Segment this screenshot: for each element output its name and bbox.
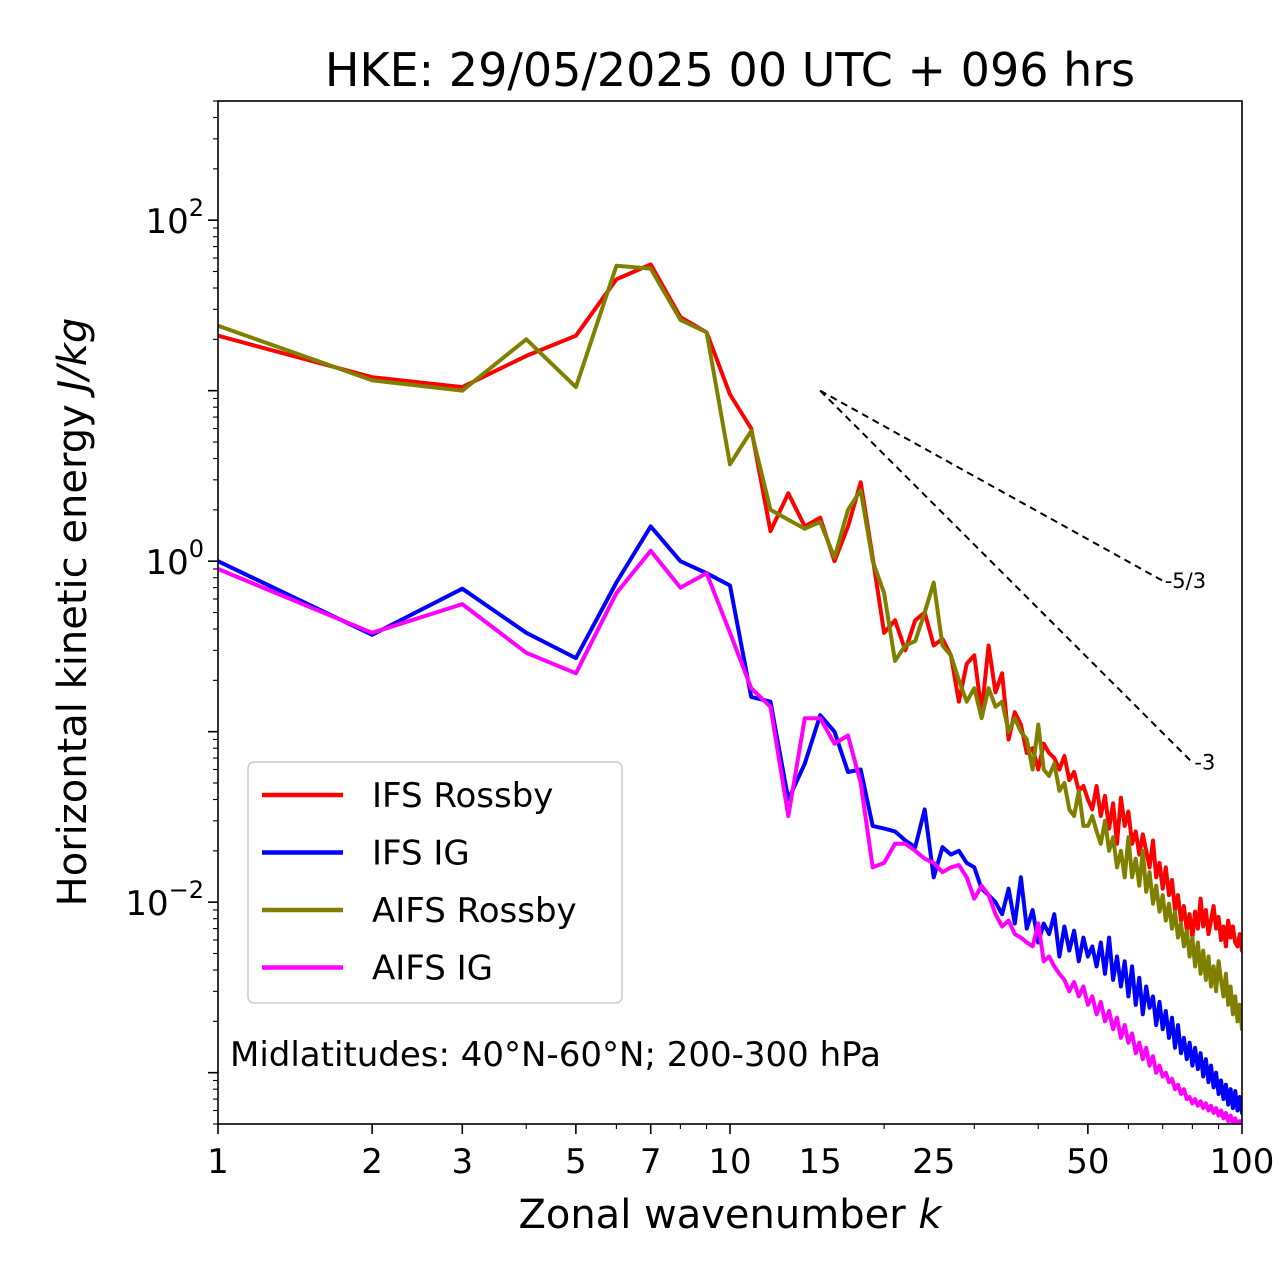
region-annotation: Midlatitudes: 40°N-60°N; 200-300 hPa [230,1035,881,1075]
y-tick-label: 100 [145,535,204,583]
series-line-2 [218,263,1242,1032]
x-tick-label: 10 [708,1142,751,1182]
series-layer [218,262,1242,1124]
x-tick-label: 15 [799,1142,842,1182]
legend-label-3: AIFS IG [372,949,493,989]
x-tick-label: 2 [361,1142,383,1182]
reference-line-label-1: -3 [1194,751,1215,775]
x-axis-label: Zonal wavenumber k [518,1192,943,1238]
x-axis-label-var: k [918,1192,943,1238]
reference-line-label-0: -5/3 [1165,569,1206,593]
chart-title: HKE: 29/05/2025 00 UTC + 096 hrs [325,43,1135,97]
reference-line-1 [819,389,1194,764]
x-tick-label: 25 [912,1142,955,1182]
reference-lines: -5/3 -3 [819,389,1215,775]
series-line-1 [218,524,1242,1115]
y-tick-label: 10−2 [125,876,204,924]
x-axis-label-text: Zonal wavenumber [518,1192,906,1238]
y-axis-label-unit: J/kg [50,318,96,399]
x-tick-label: 1 [207,1142,229,1182]
series-line-0 [218,262,1242,953]
x-tick-label: 3 [451,1142,473,1182]
y-axis-label-text: Horizontal kinetic energy [50,404,96,906]
y-tick-label: 102 [145,194,204,242]
y-axis-ticks: 102 100 10−2 [125,100,218,1125]
x-tick-label: 5 [565,1142,587,1182]
legend: IFS Rossby IFS IG AIFS Rossby AIFS IG [247,761,623,1004]
legend-label-0: IFS Rossby [372,776,553,816]
y-axis-label: Horizontal kinetic energy J/kg [50,318,96,907]
x-tick-label: 50 [1066,1142,1109,1182]
legend-box [247,761,623,1004]
reference-line-0 [819,389,1164,582]
series-line-3 [218,548,1242,1124]
legend-label-1: IFS IG [372,834,470,874]
x-tick-label: 100 [1210,1142,1275,1182]
x-axis-ticks: 1 2 3 5 7 10 15 25 50 100 [207,1124,1274,1182]
legend-label-2: AIFS Rossby [372,891,577,931]
legend-entries: IFS Rossby IFS IG AIFS Rossby AIFS IG [262,776,577,989]
x-tick-label: 7 [640,1142,662,1182]
